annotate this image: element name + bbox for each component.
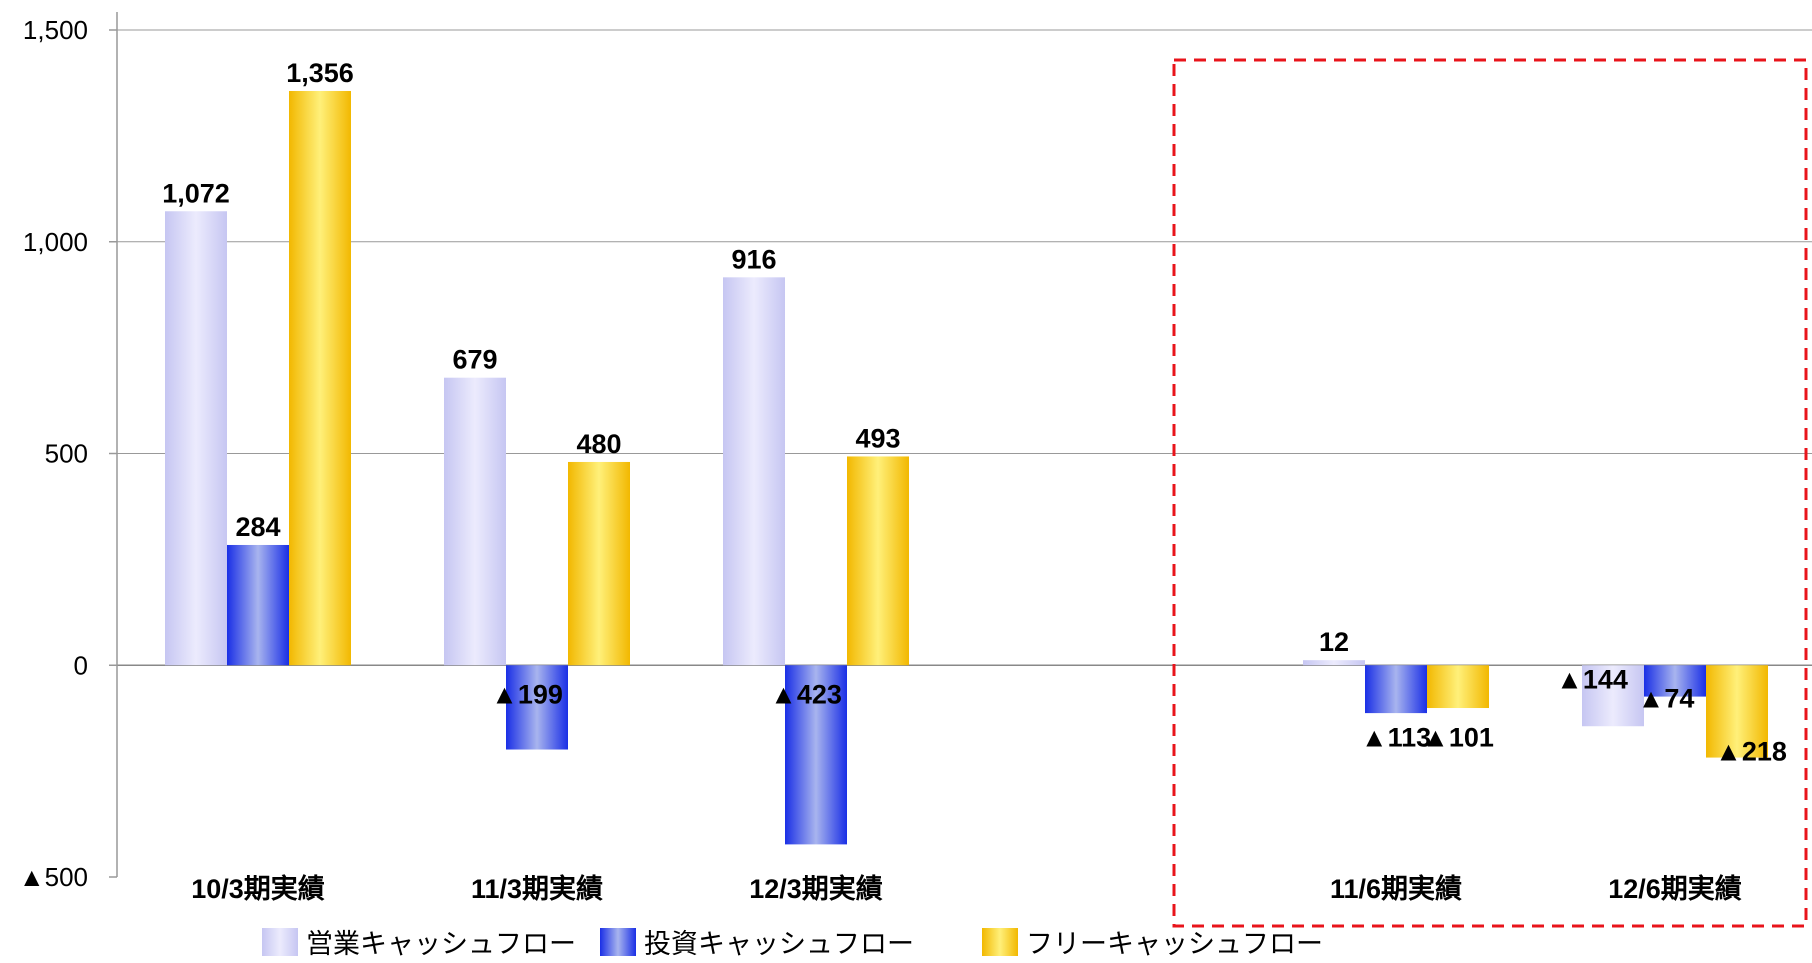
highlight-box (1172, 58, 1808, 928)
data-label: ▲74 (1638, 683, 1695, 713)
y-tick-label: ▲500 (19, 862, 88, 892)
bar-free (1427, 665, 1489, 709)
bar-operating (444, 377, 506, 666)
category-label: 12/6期実績 (1608, 873, 1742, 904)
data-label: ▲101 (1422, 722, 1494, 752)
bar-investing (1644, 665, 1706, 697)
bar-operating (1303, 660, 1365, 666)
y-tick-label: 1,000 (23, 227, 88, 257)
data-label: ▲218 (1715, 736, 1787, 766)
y-tick-label: 500 (45, 439, 88, 469)
y-tick-labels: 1,500 1,000 500 0 ▲500 (19, 15, 88, 892)
data-label: 679 (452, 345, 497, 375)
data-label: 480 (576, 429, 621, 459)
legend-swatch (600, 928, 636, 956)
legend-label: フリーキャッシュフロー (1026, 929, 1323, 959)
legend-label: 営業キャッシュフロー (306, 929, 576, 959)
bar-investing (506, 665, 568, 750)
data-labels: 1,0722841,356679▲199480916▲42349312▲113▲… (162, 58, 1787, 766)
bar-investing (785, 665, 847, 845)
data-label: 1,356 (286, 58, 354, 88)
category-label: 10/3期実績 (191, 873, 325, 904)
bar-free (289, 90, 351, 666)
category-label: 11/3期実績 (471, 873, 603, 904)
data-label: ▲113 (1361, 722, 1431, 752)
data-label: ▲144 (1556, 664, 1628, 694)
data-label: 493 (855, 423, 900, 453)
data-label: 12 (1319, 627, 1349, 657)
bar-investing (1365, 665, 1427, 714)
legend-swatch (982, 928, 1018, 956)
bars (165, 90, 1768, 845)
y-axis (109, 12, 118, 878)
data-label: 916 (731, 244, 776, 274)
data-label: 1,072 (162, 178, 230, 208)
bar-operating (165, 211, 227, 666)
bar-free (1706, 665, 1768, 758)
legend: 営業キャッシュフロー 投資キャッシュフロー フリーキャッシュフロー (262, 928, 1323, 959)
category-labels: 10/3期実績 11/3期実績 12/3期実績 11/6期実績 12/6期実績 (191, 873, 1742, 904)
bar-free (847, 456, 909, 666)
data-label: 284 (235, 512, 280, 542)
data-label: ▲199 (491, 679, 563, 709)
bar-investing (227, 544, 289, 666)
category-label: 11/6期実績 (1330, 873, 1462, 904)
y-tick-label: 0 (74, 650, 88, 680)
gridlines (117, 29, 1812, 666)
legend-label: 投資キャッシュフロー (644, 929, 914, 959)
category-label: 12/3期実績 (749, 873, 883, 904)
bar-free (568, 461, 630, 666)
data-label: ▲423 (770, 679, 842, 709)
bar-operating (1582, 665, 1644, 727)
bar-operating (723, 277, 785, 666)
legend-swatch (262, 928, 298, 956)
y-tick-label: 1,500 (23, 15, 88, 45)
